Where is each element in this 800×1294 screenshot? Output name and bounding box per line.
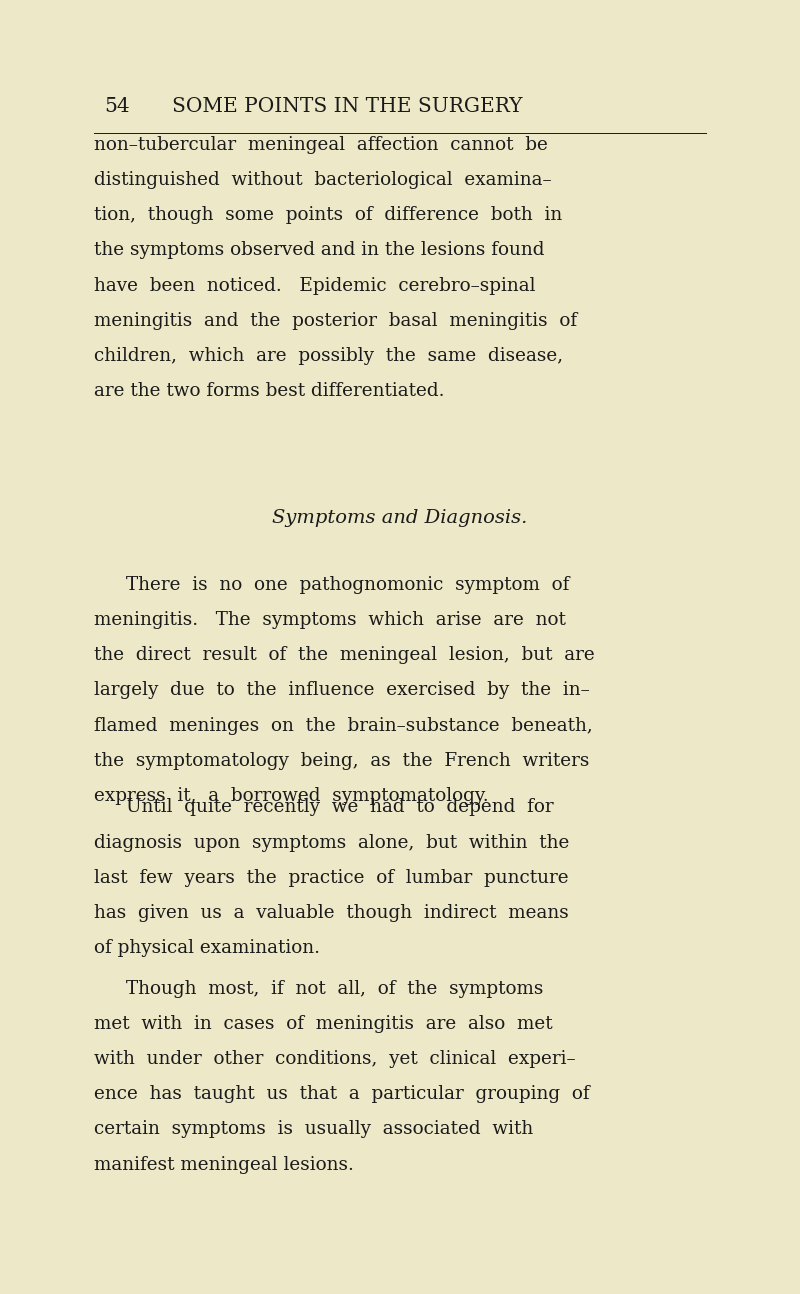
- Text: Symptoms and Diagnosis.: Symptoms and Diagnosis.: [272, 509, 528, 527]
- Text: diagnosis  upon  symptoms  alone,  but  within  the: diagnosis upon symptoms alone, but withi…: [94, 833, 570, 851]
- Text: meningitis.   The  symptoms  which  arise  are  not: meningitis. The symptoms which arise are…: [94, 611, 566, 629]
- Text: non–tubercular  meningeal  affection  cannot  be: non–tubercular meningeal affection canno…: [94, 136, 548, 154]
- Text: SOME POINTS IN THE SURGERY: SOME POINTS IN THE SURGERY: [172, 97, 522, 116]
- Text: the  direct  result  of  the  meningeal  lesion,  but  are: the direct result of the meningeal lesio…: [94, 646, 595, 664]
- Text: has  given  us  a  valuable  though  indirect  means: has given us a valuable though indirect …: [94, 905, 569, 923]
- Text: met  with  in  cases  of  meningitis  are  also  met: met with in cases of meningitis are also…: [94, 1014, 553, 1033]
- Text: There  is  no  one  pathognomonic  symptom  of: There is no one pathognomonic symptom of: [126, 576, 570, 594]
- Text: tion,  though  some  points  of  difference  both  in: tion, though some points of difference b…: [94, 206, 562, 224]
- Text: Though  most,  if  not  all,  of  the  symptoms: Though most, if not all, of the symptoms: [126, 980, 544, 998]
- Text: children,  which  are  possibly  the  same  disease,: children, which are possibly the same di…: [94, 347, 563, 365]
- Text: ence  has  taught  us  that  a  particular  grouping  of: ence has taught us that a particular gro…: [94, 1086, 590, 1104]
- Text: the  symptomatology  being,  as  the  French  writers: the symptomatology being, as the French …: [94, 752, 590, 770]
- Text: have  been  noticed.   Epidemic  cerebro–spinal: have been noticed. Epidemic cerebro–spin…: [94, 277, 536, 295]
- Text: flamed  meninges  on  the  brain–substance  beneath,: flamed meninges on the brain–substance b…: [94, 717, 593, 735]
- Text: distinguished  without  bacteriological  examina–: distinguished without bacteriological ex…: [94, 171, 552, 189]
- Text: largely  due  to  the  influence  exercised  by  the  in–: largely due to the influence exercised b…: [94, 682, 590, 700]
- Text: with  under  other  conditions,  yet  clinical  experi–: with under other conditions, yet clinica…: [94, 1049, 576, 1068]
- Text: express  it,  a  borrowed  symptomatology.: express it, a borrowed symptomatology.: [94, 787, 489, 805]
- Text: meningitis  and  the  posterior  basal  meningitis  of: meningitis and the posterior basal menin…: [94, 312, 578, 330]
- Text: 54: 54: [104, 97, 130, 116]
- Text: certain  symptoms  is  usually  associated  with: certain symptoms is usually associated w…: [94, 1121, 534, 1139]
- Text: of physical examination.: of physical examination.: [94, 939, 320, 958]
- Text: Until  quite  recently  we  had  to  depend  for: Until quite recently we had to depend fo…: [126, 798, 554, 817]
- Text: are the two forms best differentiated.: are the two forms best differentiated.: [94, 382, 445, 400]
- Text: last  few  years  the  practice  of  lumbar  puncture: last few years the practice of lumbar pu…: [94, 868, 569, 886]
- Text: manifest meningeal lesions.: manifest meningeal lesions.: [94, 1156, 354, 1174]
- Text: the symptoms observed and in the lesions found: the symptoms observed and in the lesions…: [94, 242, 545, 260]
